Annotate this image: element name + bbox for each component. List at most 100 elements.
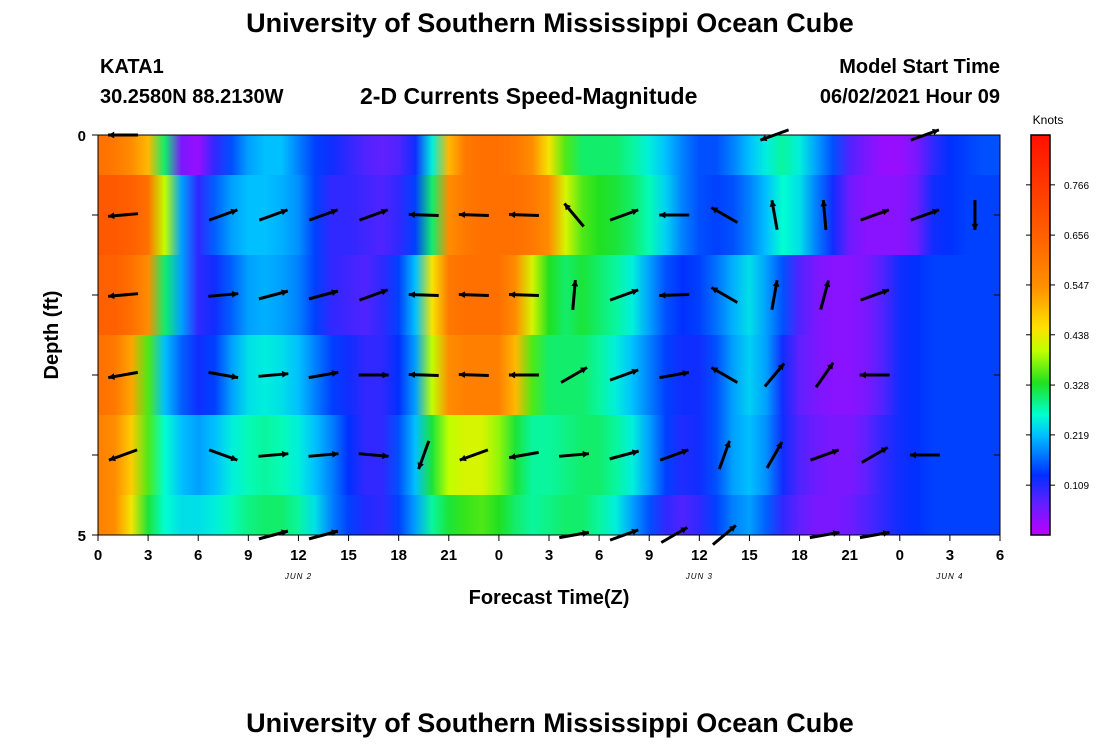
model-start-time: 06/02/2021 Hour 09	[819, 86, 1000, 108]
x-tick-label: 3	[545, 547, 553, 564]
current-arrow	[819, 280, 831, 310]
current-arrow	[208, 290, 239, 298]
current-arrow	[208, 370, 239, 380]
x-tick-label: 6	[194, 547, 202, 564]
current-arrow	[717, 440, 731, 470]
speed-band	[98, 175, 1000, 255]
x-tick-label: 18	[791, 547, 808, 564]
current-arrow	[770, 279, 780, 311]
current-arrow	[820, 199, 828, 231]
current-arrow	[458, 211, 489, 219]
current-arrow	[659, 211, 690, 219]
current-arrow	[860, 208, 890, 222]
current-arrow	[417, 440, 431, 470]
current-arrow	[508, 291, 539, 299]
x-tick-label: 21	[440, 547, 457, 564]
x-tick-label: 9	[645, 547, 653, 564]
x-tick-label: 0	[94, 547, 102, 564]
station-name: KATA1	[100, 56, 164, 78]
date-label: JUN 3	[685, 572, 713, 581]
date-label: JUN 2	[284, 572, 312, 581]
y-tick-label: 5	[78, 528, 86, 545]
current-arrow	[359, 288, 389, 302]
colorbar-tick-label: 0.109	[1064, 481, 1089, 492]
current-arrow	[909, 451, 940, 459]
colorbar-tick-label: 0.656	[1064, 231, 1089, 242]
model-start-label: Model Start Time	[839, 56, 1000, 78]
current-arrow	[558, 450, 590, 458]
current-arrow	[459, 448, 489, 462]
colorbar-tick-label: 0.547	[1064, 281, 1089, 292]
current-arrow	[408, 291, 439, 299]
current-arrow	[408, 211, 439, 219]
current-arrow	[408, 371, 439, 379]
colorbar-label: Knots	[1033, 113, 1064, 127]
current-arrow	[308, 289, 339, 301]
x-axis-label: Forecast Time(Z)	[469, 587, 630, 609]
speed-band	[98, 135, 1000, 175]
x-tick-label: 21	[841, 547, 858, 564]
current-arrow	[359, 208, 389, 222]
date-label: JUN 4	[935, 572, 963, 581]
current-arrow	[308, 208, 339, 222]
speed-band	[98, 255, 1000, 335]
current-arrow	[659, 448, 689, 462]
x-tick-label: 12	[691, 547, 708, 564]
current-arrow	[308, 370, 339, 380]
current-arrow	[258, 370, 289, 378]
current-arrow	[508, 371, 539, 379]
speed-band	[98, 495, 1000, 535]
current-arrow	[710, 366, 739, 384]
colorbar	[1030, 134, 1051, 536]
current-arrow	[710, 206, 739, 224]
page-title-bottom: University of Southern Mississippi Ocean…	[246, 708, 854, 738]
x-tick-label: 0	[896, 547, 904, 564]
x-tick-label: 9	[244, 547, 252, 564]
current-arrow	[609, 288, 639, 302]
current-arrow	[659, 291, 690, 299]
current-arrow	[571, 279, 579, 311]
current-arrow	[860, 446, 889, 464]
current-arrow	[107, 292, 139, 300]
plot-title: 2-D Currents Speed-Magnitude	[360, 83, 698, 109]
current-arrow	[710, 286, 739, 304]
current-arrow	[910, 208, 940, 222]
x-tick-label: 6	[595, 547, 603, 564]
x-tick-label: 3	[946, 547, 954, 564]
x-tick-label: 3	[144, 547, 152, 564]
current-arrow	[108, 370, 139, 380]
current-arrow	[308, 450, 339, 458]
colorbar-tick-label: 0.219	[1064, 431, 1089, 442]
current-arrow	[971, 200, 979, 230]
page-title-top: University of Southern Mississippi Ocean…	[246, 8, 854, 38]
current-arrow	[609, 449, 640, 461]
x-tick-label: 15	[741, 547, 758, 564]
colorbar-tick-label: 0.766	[1064, 181, 1089, 192]
current-arrow	[508, 450, 539, 460]
x-tick-label: 6	[996, 547, 1004, 564]
y-tick-label: 0	[78, 128, 86, 145]
current-arrow	[258, 208, 288, 222]
current-arrow	[258, 289, 289, 301]
current-arrow	[108, 448, 138, 462]
current-arrow	[769, 199, 779, 231]
y-axis-label: Depth (ft)	[41, 291, 63, 380]
current-arrow	[508, 211, 539, 219]
current-arrow	[358, 371, 389, 379]
colorbar-tick-label: 0.438	[1064, 331, 1089, 342]
speed-band	[98, 415, 1000, 495]
speed-band	[98, 335, 1000, 415]
current-arrow	[860, 288, 890, 302]
current-arrow	[765, 441, 784, 469]
current-arrow	[258, 450, 289, 458]
x-tick-label: 18	[390, 547, 407, 564]
current-arrow	[458, 371, 489, 379]
station-coordinates: 30.2580N 88.2130W	[100, 86, 284, 108]
current-arrow	[107, 212, 139, 220]
current-arrow	[358, 452, 389, 460]
current-arrow	[560, 366, 588, 384]
current-arrow	[609, 368, 639, 382]
current-arrow	[814, 361, 835, 389]
x-tick-label: 12	[290, 547, 307, 564]
